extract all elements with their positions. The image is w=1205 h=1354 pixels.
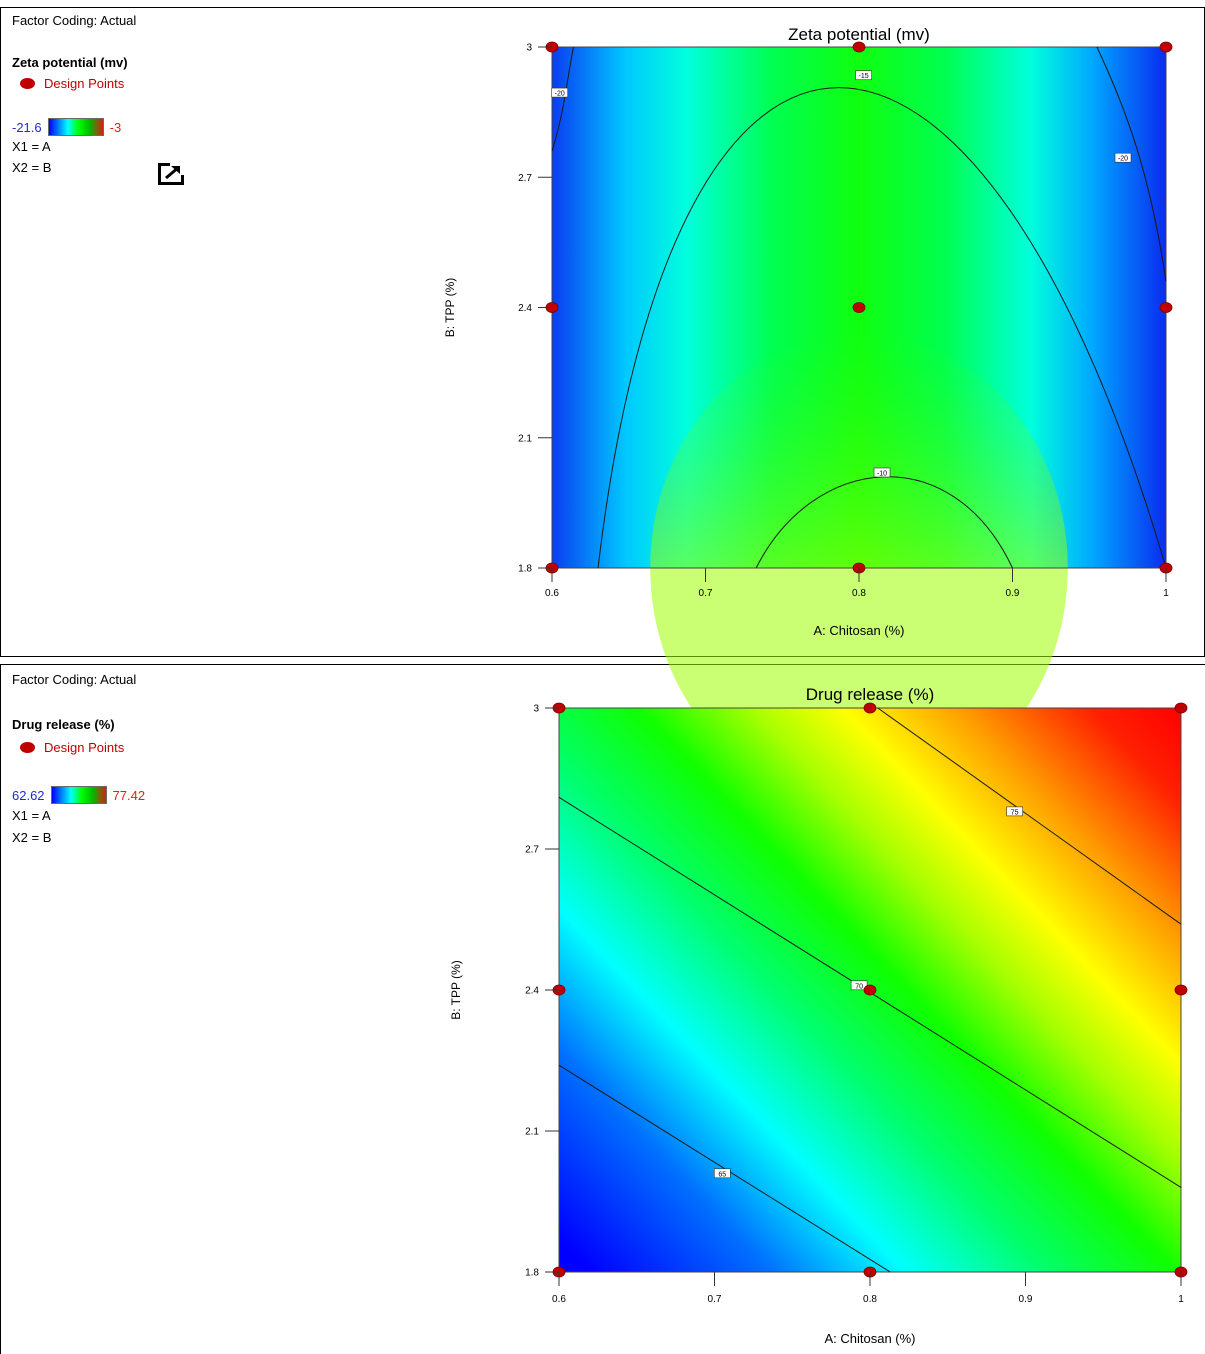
- factor-coding-label: Factor Coding: Actual: [12, 672, 137, 687]
- design-points-legend: Design Points: [20, 740, 124, 755]
- contour-line: [597, 87, 1167, 569]
- range-low: -21.6: [12, 120, 42, 135]
- x-tick-label: 1: [1178, 1294, 1184, 1305]
- x-tick-label: 0.8: [852, 588, 866, 599]
- y-axis-label: B: TPP (%): [449, 960, 463, 1020]
- chart-2: 65 70 75 0.6 0.7 0.8 0.9 1 1.8 2.1 2.4 2.7 3 Drug rel…: [449, 685, 1188, 1346]
- range-low: 62.62: [12, 788, 45, 803]
- y-axis-label: B: TPP (%): [443, 278, 457, 338]
- design-point: [1174, 984, 1188, 996]
- y-tick-label: 1.8: [525, 1268, 539, 1279]
- drug-release-panel: [0, 664, 1205, 1354]
- x-tick-label: 0.8: [863, 1294, 877, 1305]
- x-axis-label: A: Chitosan (%): [824, 1331, 915, 1346]
- color-scale-bar: [47, 118, 104, 136]
- contour-label: -20: [1118, 156, 1128, 163]
- contour-line: [877, 707, 1182, 925]
- contour-label: 70: [855, 983, 863, 990]
- x-tick-label: 0.7: [708, 1294, 722, 1305]
- y-tick-label: 2.1: [518, 433, 532, 444]
- y-tick-label: 2.7: [518, 173, 532, 184]
- y-tick-label: 2.4: [518, 303, 532, 314]
- response-name: Zeta potential (mv): [12, 55, 128, 70]
- contour-label: 65: [718, 1171, 726, 1178]
- contour-labels: -20 -15 -10 -20: [551, 70, 1132, 478]
- contour-label: -20: [555, 91, 565, 98]
- x-tick-label: 0.7: [699, 588, 713, 599]
- contour-label: 75: [1011, 809, 1019, 816]
- color-range-legend: -21.6 -3: [12, 118, 121, 136]
- design-points-label: Design Points: [44, 76, 125, 91]
- design-point: [1159, 302, 1173, 313]
- design-points-label: Design Points: [44, 740, 125, 755]
- contour-labels: 65 70 75: [713, 806, 1023, 1179]
- range-high: 77.42: [112, 788, 146, 803]
- design-points-legend: Design Points: [20, 76, 124, 91]
- design-point: [1159, 41, 1173, 53]
- contour-label: -10: [877, 470, 887, 477]
- y-tick-label: 3: [533, 704, 539, 715]
- design-point-icon: [20, 78, 35, 89]
- design-point-icon: [20, 742, 35, 753]
- contour-label-box: [855, 70, 872, 81]
- range-high: -3: [109, 120, 122, 135]
- color-range-legend: 62.62 77.42: [12, 786, 145, 804]
- chart-1: -20 -15 -10 -20 0.6 0.7 0.8 0.9 1 1.8 2.1 2.4 2.7 3 Ze…: [443, 25, 1173, 803]
- design-point: [852, 302, 866, 313]
- x-axis-label: A: Chitosan (%): [813, 623, 904, 638]
- contour-label-box: [873, 467, 891, 478]
- x-tick-label: 0.9: [1006, 588, 1020, 599]
- response-name: Drug release (%): [12, 717, 115, 732]
- external-link-icon[interactable]: [158, 163, 184, 185]
- design-point: [863, 984, 877, 996]
- chart-title: Drug release (%): [806, 685, 935, 704]
- contour-label-box: [1114, 152, 1132, 163]
- design-point: [1174, 702, 1188, 714]
- x-tick-label: 1: [1163, 588, 1169, 599]
- y-tick-label: 2.7: [525, 845, 539, 856]
- y-tick-label: 2.1: [525, 1127, 539, 1138]
- y-tick-label: 1.8: [518, 564, 532, 575]
- design-point: [852, 41, 866, 53]
- axes: [545, 707, 1182, 1286]
- axes: [538, 46, 1167, 582]
- color-scale-bar: [50, 786, 107, 804]
- x1-mapping: X1 = A: [12, 808, 51, 823]
- contour-label-box: [551, 87, 568, 98]
- x-tick-label: 0.6: [545, 588, 559, 599]
- x-tick-label: 0.6: [552, 1294, 566, 1305]
- y-tick-label: 3: [526, 43, 532, 54]
- contour-label-box: [713, 1168, 731, 1179]
- y-tick-label: 2.4: [525, 986, 539, 997]
- x1-mapping: X1 = A: [12, 139, 51, 154]
- x2-mapping: X2 = B: [12, 160, 52, 175]
- chart-title: Zeta potential (mv): [788, 25, 930, 44]
- x-tick-label: 0.9: [1019, 1294, 1033, 1305]
- x2-mapping: X2 = B: [12, 830, 52, 845]
- contour-label-box: [1006, 806, 1023, 817]
- contour-line: [1096, 46, 1167, 282]
- contour-label: -15: [859, 73, 869, 80]
- factor-coding-label: Factor Coding: Actual: [12, 13, 137, 28]
- design-point: [863, 702, 877, 714]
